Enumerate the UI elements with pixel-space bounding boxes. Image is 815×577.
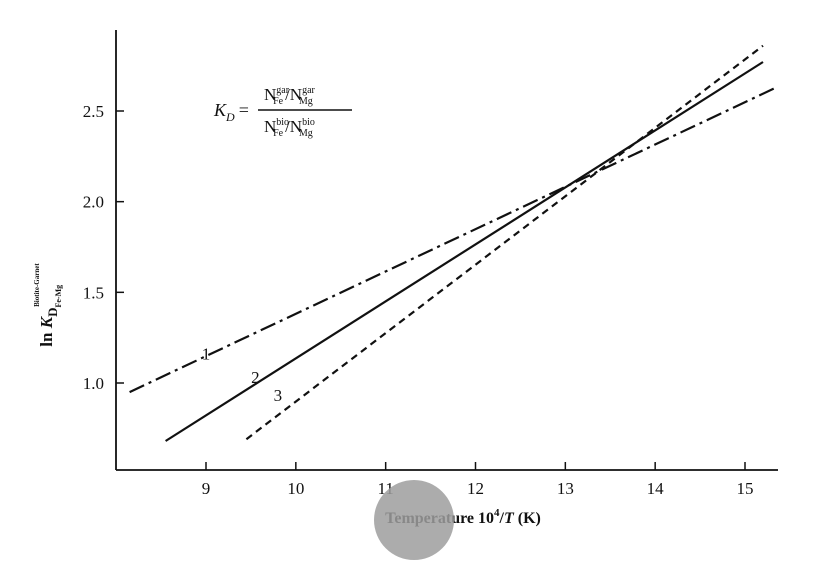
y-tick-label-1.5: 1.5 bbox=[83, 283, 104, 302]
series-label-2: 2 bbox=[251, 368, 260, 387]
y-tick-label-1.0: 1.0 bbox=[83, 374, 104, 393]
x-tick-label-13: 13 bbox=[557, 479, 574, 498]
axes: 9 10 11 12 13 14 151.01.52.02.5 bbox=[83, 30, 778, 498]
x-tick-label-15: 15 bbox=[737, 479, 754, 498]
formula-numerator: Ngar Fe/Ngar Mg bbox=[264, 85, 316, 107]
series-label-3: 3 bbox=[274, 386, 283, 405]
cursor-indicator bbox=[374, 480, 454, 560]
kd-formula: KD = Ngar Fe/Ngar Mg Nbio Fe/Nbio Mg bbox=[213, 85, 352, 139]
x-tick-label-10: 10 bbox=[287, 479, 304, 498]
formula-lhs: KD = bbox=[213, 100, 249, 124]
y-axis-label: ln KDFe-MgBiotite-Garnet bbox=[33, 263, 63, 347]
y-tick-label-2.0: 2.0 bbox=[83, 193, 104, 212]
x-tick-label-12: 12 bbox=[467, 479, 484, 498]
series-layer: 1 23 bbox=[129, 44, 777, 442]
series-line-2 bbox=[165, 61, 764, 442]
series-line-3 bbox=[245, 44, 764, 441]
x-tick-label-9: 9 bbox=[202, 479, 211, 498]
x-tick-label-14: 14 bbox=[647, 479, 665, 498]
y-tick-label-2.5: 2.5 bbox=[83, 102, 104, 121]
formula-denominator: Nbio Fe/Nbio Mg bbox=[264, 117, 315, 139]
series-line-1 bbox=[129, 86, 777, 394]
series-label-1: 1 bbox=[202, 344, 211, 363]
